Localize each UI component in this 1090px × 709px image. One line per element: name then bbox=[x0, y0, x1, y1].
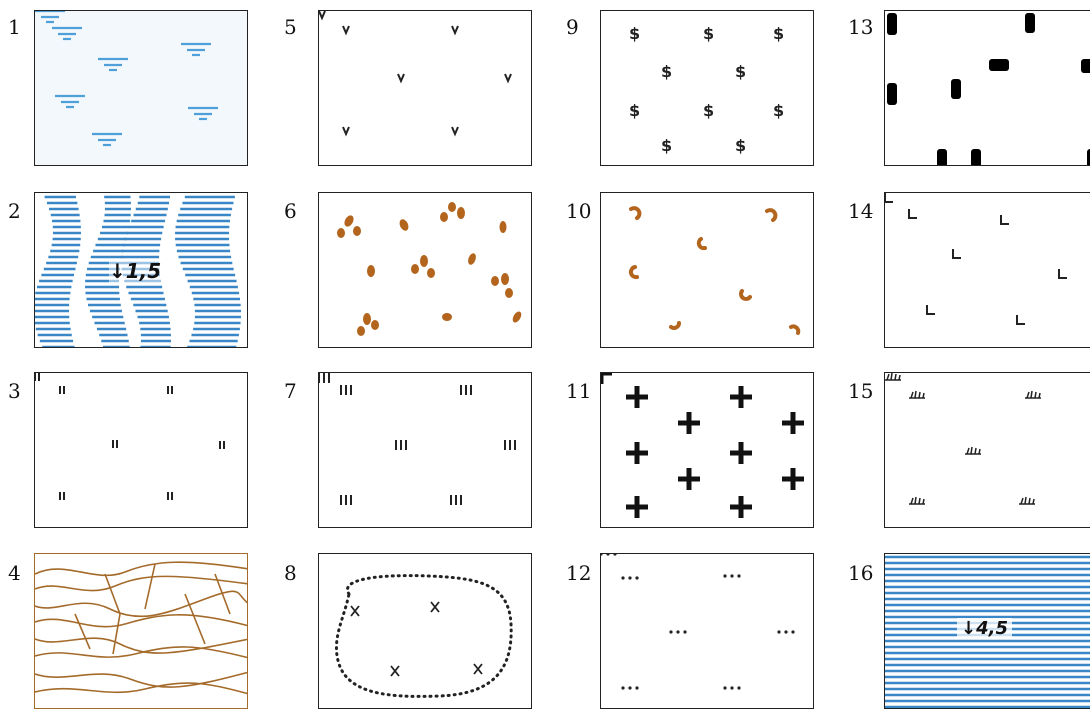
panel-7 bbox=[318, 372, 532, 528]
triple-tick-icon bbox=[319, 373, 516, 506]
panel-number-3: 3 bbox=[8, 379, 21, 403]
shrub-icon bbox=[885, 373, 1042, 505]
panel-number-2: 2 bbox=[8, 199, 21, 223]
leaf-cluster-icon bbox=[337, 202, 522, 336]
svg-text:$: $ bbox=[629, 24, 640, 43]
panel-number-10: 10 bbox=[566, 199, 592, 223]
panel-number-8: 8 bbox=[284, 561, 297, 585]
panel-number-1: 1 bbox=[8, 15, 21, 39]
svg-text:$: $ bbox=[735, 62, 746, 81]
svg-text:$: $ bbox=[735, 136, 746, 155]
panel-13 bbox=[884, 10, 1090, 166]
svg-text:$: $ bbox=[703, 101, 714, 120]
plus-cross-icon bbox=[601, 373, 814, 528]
panel-number-15: 15 bbox=[848, 379, 874, 403]
dotted-boundary-icon bbox=[334, 574, 513, 698]
panel-6 bbox=[318, 192, 532, 348]
svg-text:$: $ bbox=[773, 101, 784, 120]
svg-text:$: $ bbox=[703, 24, 714, 43]
panel-11 bbox=[600, 372, 814, 528]
panel-number-4: 4 bbox=[8, 561, 21, 585]
panel-10 bbox=[600, 192, 814, 348]
svg-text:$: $ bbox=[661, 136, 672, 155]
contour-lines-icon bbox=[35, 561, 247, 695]
panel-number-7: 7 bbox=[284, 379, 297, 403]
panel-number-9: 9 bbox=[566, 15, 579, 39]
panel-1 bbox=[34, 10, 248, 166]
panel-3 bbox=[34, 372, 248, 528]
three-dots-icon bbox=[601, 554, 795, 690]
panel-number-16: 16 bbox=[848, 561, 874, 585]
elevation-label: ↓1,5 bbox=[109, 259, 162, 283]
black-blocks-icon bbox=[887, 13, 1090, 165]
panel-12 bbox=[600, 553, 814, 709]
panel-16: ↓4,5 bbox=[884, 553, 1090, 709]
panel-8 bbox=[318, 553, 532, 709]
svg-text:$: $ bbox=[661, 62, 672, 81]
panel-number-6: 6 bbox=[284, 199, 297, 223]
dollar-sign-icon: $ $ $ $ $ $ $ $ $ $ bbox=[629, 24, 784, 155]
elevation-label: ↓4,5 bbox=[957, 618, 1012, 639]
double-tick-icon bbox=[35, 373, 225, 501]
panel-4 bbox=[34, 553, 248, 709]
panel-2: ↓1,5 bbox=[34, 192, 248, 348]
svg-text:$: $ bbox=[629, 101, 640, 120]
svg-text:$: $ bbox=[773, 24, 784, 43]
panel-number-14: 14 bbox=[848, 199, 874, 223]
panel-number-5: 5 bbox=[284, 15, 297, 39]
water-marks-icon bbox=[35, 11, 220, 147]
panel-number-11: 11 bbox=[566, 379, 592, 403]
panel-9: $ $ $ $ $ $ $ $ $ $ bbox=[600, 10, 814, 166]
panel-15 bbox=[884, 372, 1090, 528]
panel-5 bbox=[318, 10, 532, 166]
crescent-icon bbox=[628, 206, 801, 335]
grass-tuft-icon bbox=[319, 11, 512, 135]
corner-mark-icon bbox=[885, 193, 1068, 325]
panel-14 bbox=[884, 192, 1090, 348]
panel-number-13: 13 bbox=[848, 15, 874, 39]
panel-number-12: 12 bbox=[566, 561, 592, 585]
